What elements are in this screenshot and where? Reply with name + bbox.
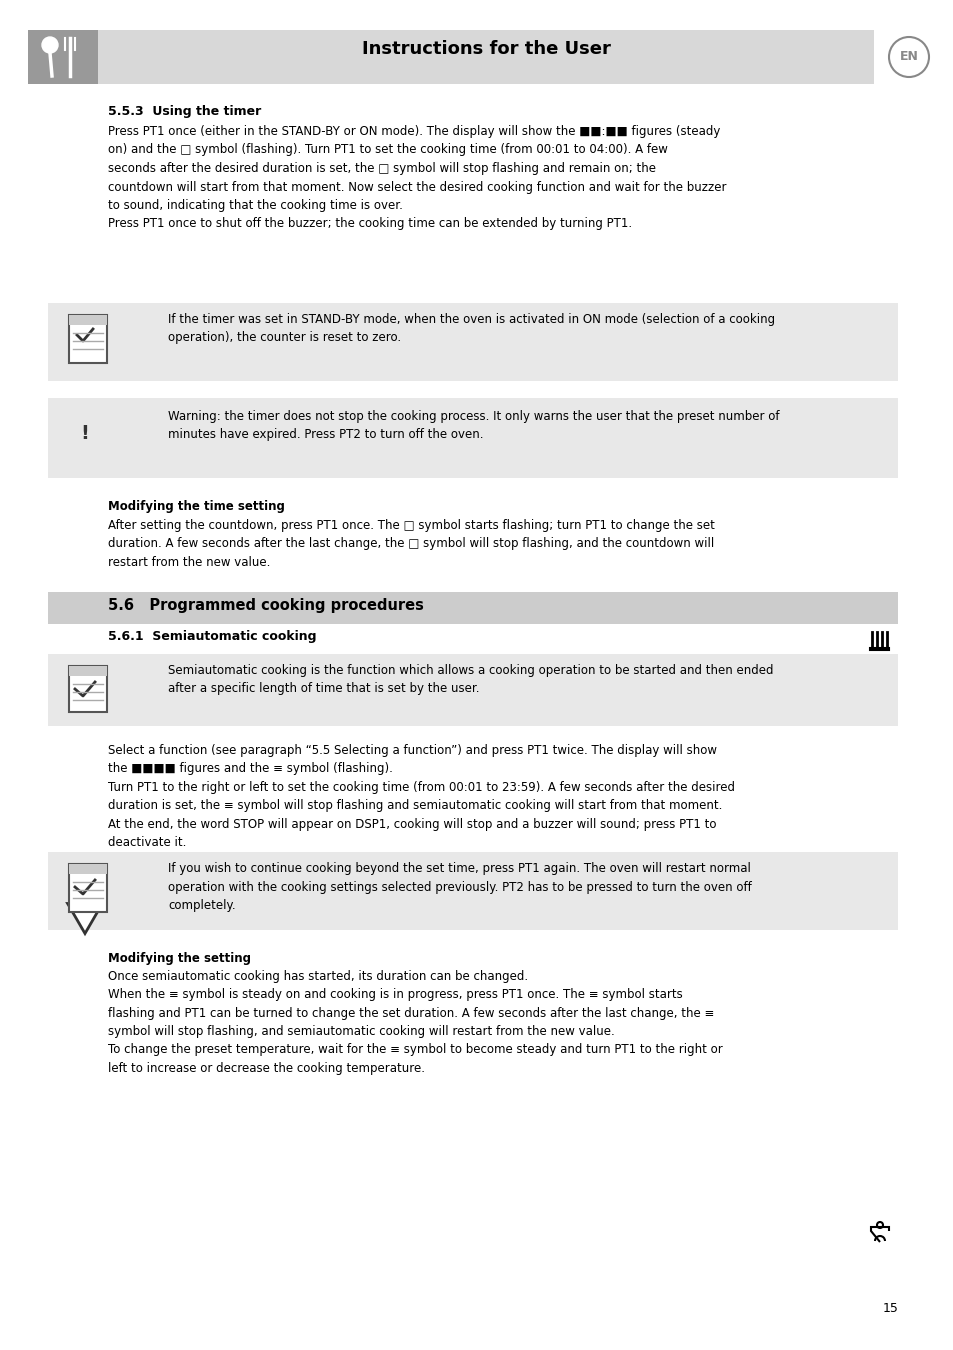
Circle shape bbox=[888, 36, 928, 77]
Text: Instructions for the User: Instructions for the User bbox=[361, 40, 610, 58]
Text: Select a function (see paragraph “5.5 Selecting a function”) and press PT1 twice: Select a function (see paragraph “5.5 Se… bbox=[108, 744, 734, 849]
Text: If you wish to continue cooking beyond the set time, press PT1 again. The oven w: If you wish to continue cooking beyond t… bbox=[168, 863, 751, 913]
Bar bbox=[48, 653, 897, 726]
Text: Modifying the time setting: Modifying the time setting bbox=[108, 500, 285, 513]
Text: If the timer was set in STAND-BY mode, when the oven is activated in ON mode (se: If the timer was set in STAND-BY mode, w… bbox=[168, 313, 774, 344]
Text: 15: 15 bbox=[882, 1301, 898, 1315]
Bar bbox=[48, 398, 897, 478]
Text: After setting the countdown, press PT1 once. The □ symbol starts flashing; turn : After setting the countdown, press PT1 o… bbox=[108, 518, 714, 568]
Circle shape bbox=[42, 36, 58, 53]
Text: Once semiautomatic cooking has started, its duration can be changed.: Once semiautomatic cooking has started, … bbox=[108, 971, 528, 983]
Bar bbox=[98, 30, 873, 84]
Bar bbox=[28, 30, 98, 84]
Text: 5.6.1  Semiautomatic cooking: 5.6.1 Semiautomatic cooking bbox=[108, 630, 316, 643]
Bar bbox=[48, 302, 897, 381]
Bar bbox=[48, 593, 897, 624]
Text: Modifying the setting: Modifying the setting bbox=[108, 952, 251, 965]
Text: 5.6   Programmed cooking procedures: 5.6 Programmed cooking procedures bbox=[108, 598, 423, 613]
Bar bbox=[69, 864, 107, 913]
Bar bbox=[69, 666, 107, 711]
Text: When the ≡ symbol is steady on and cooking is in progress, press PT1 once. The ≡: When the ≡ symbol is steady on and cooki… bbox=[108, 988, 722, 1075]
Text: 5.5.3  Using the timer: 5.5.3 Using the timer bbox=[108, 105, 261, 117]
Bar bbox=[69, 315, 107, 363]
Bar bbox=[69, 666, 107, 676]
Bar bbox=[69, 315, 107, 325]
Bar bbox=[69, 864, 107, 873]
Text: Press PT1 once (either in the STAND-BY or ON mode). The display will show the ■■: Press PT1 once (either in the STAND-BY o… bbox=[108, 126, 726, 231]
Text: Warning: the timer does not stop the cooking process. It only warns the user tha: Warning: the timer does not stop the coo… bbox=[168, 410, 779, 441]
Text: !: ! bbox=[80, 424, 90, 444]
Text: Semiautomatic cooking is the function which allows a cooking operation to be sta: Semiautomatic cooking is the function wh… bbox=[168, 664, 773, 695]
Polygon shape bbox=[68, 903, 102, 933]
Text: EN: EN bbox=[899, 50, 918, 63]
Bar bbox=[48, 852, 897, 930]
